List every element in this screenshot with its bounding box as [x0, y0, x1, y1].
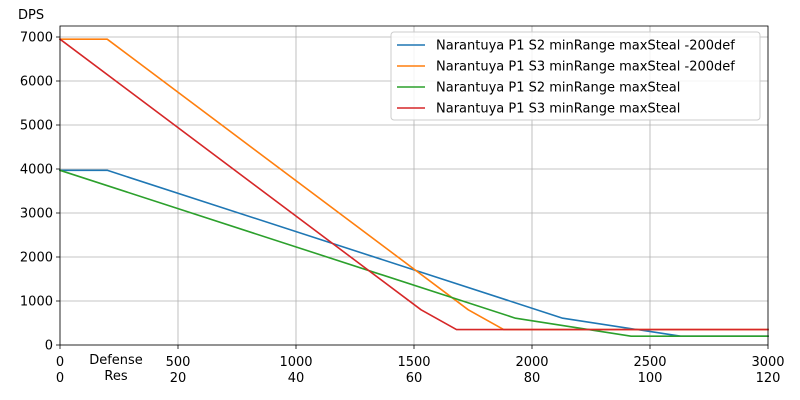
x-tick-label-secondary: 0	[56, 371, 64, 386]
y-tick-label: 5000	[20, 119, 53, 134]
y-tick-label: 6000	[20, 75, 53, 90]
x-tick-label: 2500	[633, 355, 666, 370]
x-tick-label-secondary: 60	[406, 371, 423, 386]
legend-label: Narantuya P1 S2 minRange maxSteal	[436, 81, 680, 96]
x-tick-label-secondary: 40	[288, 371, 305, 386]
y-tick-label: 7000	[20, 31, 53, 46]
legend-label: Narantuya P1 S2 minRange maxSteal -200de…	[436, 39, 735, 54]
y-tick-label: 2000	[20, 251, 53, 266]
x-tick-label-secondary: 100	[638, 371, 663, 386]
series-line-4	[58, 38, 769, 331]
x-axis-label-res: Res	[104, 369, 127, 384]
y-tick-label: 3000	[20, 207, 53, 222]
legend-label: Narantuya P1 S3 minRange maxSteal -200de…	[436, 60, 735, 75]
x-tick-label-secondary: 20	[170, 371, 187, 386]
y-tick-label: 1000	[20, 295, 53, 310]
legend: Narantuya P1 S2 minRange maxSteal -200de…	[390, 31, 761, 121]
x-tick-label: 1000	[279, 355, 312, 370]
legend-label: Narantuya P1 S3 minRange maxSteal	[436, 102, 680, 117]
legend-items: Narantuya P1 S2 minRange maxSteal -200de…	[397, 39, 735, 117]
x-tick-label-secondary: 120	[756, 371, 781, 386]
series-lines	[58, 38, 769, 338]
x-tick-label: 500	[166, 355, 191, 370]
x-tick-label: 3000	[751, 355, 784, 370]
series-line-3	[58, 169, 769, 338]
y-tick-label: 4000	[20, 163, 53, 178]
y-tick-label: 0	[45, 339, 53, 354]
x-tick-label: 0	[56, 355, 64, 370]
x-tick-label-secondary: 80	[524, 371, 541, 386]
x-tick-label: 2000	[515, 355, 548, 370]
axis-ticks: 0050020100040150060200080250010030001200…	[20, 31, 785, 387]
x-tick-label: 1500	[397, 355, 430, 370]
legend-box	[390, 31, 761, 121]
y-axis-label: DPS	[18, 8, 44, 23]
x-axis-label-defense: Defense	[89, 353, 143, 368]
